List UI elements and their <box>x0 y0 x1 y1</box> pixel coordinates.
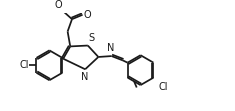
Text: Cl: Cl <box>158 82 168 92</box>
Text: N: N <box>81 72 88 82</box>
Text: O: O <box>55 0 62 10</box>
Text: O: O <box>83 10 91 20</box>
Text: S: S <box>89 33 95 43</box>
Text: Cl: Cl <box>19 60 29 70</box>
Text: methyl: methyl <box>22 7 51 16</box>
Text: N: N <box>107 43 114 53</box>
